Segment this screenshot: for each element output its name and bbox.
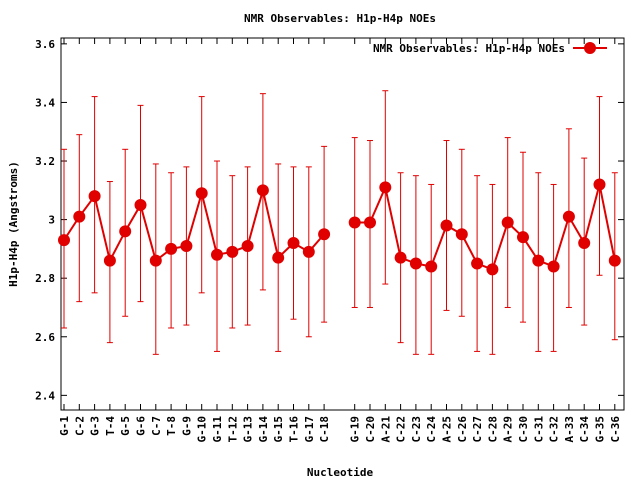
data-point <box>58 234 70 247</box>
y-tick-label: 3.2 <box>35 155 55 168</box>
x-tick-label: G-1 <box>58 416 71 436</box>
x-tick-label: G-3 <box>89 416 102 436</box>
data-point <box>149 254 162 267</box>
x-tick-label: G-14 <box>257 416 270 443</box>
data-point <box>73 210 86 223</box>
plot-frame <box>60 37 625 411</box>
x-tick-label: G-10 <box>196 416 209 443</box>
chart-title: NMR Observables: H1p-H4p NOEs <box>244 12 436 25</box>
x-tick-label: T-4 <box>104 416 117 436</box>
y-axis-label: H1p-H4p (Angstroms) <box>7 161 20 287</box>
data-point <box>425 260 438 273</box>
x-tick-label: G-17 <box>303 416 316 443</box>
x-tick-label: C-23 <box>410 416 423 443</box>
x-tick-label: C-18 <box>318 416 331 443</box>
legend-marker <box>584 42 596 54</box>
x-tick-label: C-22 <box>395 416 408 443</box>
legend: NMR Observables: H1p-H4p NOEs <box>373 42 607 55</box>
data-point <box>409 257 422 270</box>
data-point <box>348 216 361 229</box>
data-point <box>364 216 376 229</box>
data-point <box>608 254 621 267</box>
y-tick-label: 3.4 <box>35 96 55 109</box>
data-point <box>486 263 499 276</box>
data-point <box>119 225 132 238</box>
x-tick-label: C-28 <box>486 416 499 443</box>
data-point <box>165 242 178 255</box>
x-tick-label: C-2 <box>73 416 86 436</box>
data-point <box>88 190 101 203</box>
x-tick-label: A-25 <box>441 416 454 443</box>
data-point <box>471 257 484 270</box>
x-axis-ticks: G-1 C-2 G-3 T-4 G-5 G-6 C-7 T-8 G-9 G-10 G-11 T-12 G… <box>58 38 622 443</box>
y-tick-label: 2.4 <box>35 389 55 402</box>
x-tick-label: A-29 <box>502 416 515 443</box>
y-tick-label: 3 <box>48 214 55 227</box>
data-point <box>501 216 514 229</box>
data-point <box>256 184 269 197</box>
x-tick-label: G-35 <box>594 416 607 443</box>
x-axis-label: Nucleotide <box>307 466 374 479</box>
x-tick-label: C-34 <box>578 416 591 443</box>
data-point <box>211 248 223 261</box>
y-axis-ticks: 2.4 2.6 2.8 3 3.2 3.4 3.6 <box>35 38 624 402</box>
data-point <box>195 187 208 200</box>
x-tick-label: C-27 <box>471 416 484 443</box>
data-points <box>58 178 621 276</box>
x-tick-label: A-33 <box>563 416 576 443</box>
data-point <box>455 228 468 241</box>
series-line-segment <box>63 189 325 264</box>
x-tick-label: C-20 <box>364 416 377 443</box>
x-tick-label: T-8 <box>165 416 178 436</box>
data-point <box>379 181 392 194</box>
data-point <box>318 228 331 241</box>
x-tick-label: C-32 <box>548 416 561 443</box>
x-tick-label: G-13 <box>242 416 255 443</box>
legend-label: NMR Observables: H1p-H4p NOEs <box>373 42 565 55</box>
x-tick-label: C-24 <box>425 416 438 443</box>
y-tick-label: 3.6 <box>35 38 55 51</box>
data-point <box>593 178 606 191</box>
data-point <box>394 251 407 264</box>
data-point <box>134 198 147 211</box>
data-point <box>241 239 254 252</box>
data-point <box>226 245 239 258</box>
data-point <box>562 210 575 223</box>
x-tick-label: C-30 <box>517 416 530 443</box>
x-tick-label: C-7 <box>150 416 163 436</box>
data-point <box>547 260 560 273</box>
series-lines <box>63 184 616 271</box>
x-tick-label: A-21 <box>379 416 392 443</box>
x-tick-label: G-5 <box>119 416 132 436</box>
y-tick-label: 2.6 <box>35 331 55 344</box>
x-tick-label: T-12 <box>226 416 239 443</box>
data-point <box>302 245 315 258</box>
data-point <box>103 254 116 267</box>
series-line-segment <box>354 184 616 271</box>
data-point <box>532 254 545 267</box>
x-tick-label: C-26 <box>456 416 469 443</box>
x-tick-label: C-31 <box>532 416 545 443</box>
x-tick-label: G-15 <box>272 416 285 443</box>
x-tick-label: G-6 <box>135 416 148 436</box>
data-point <box>517 231 529 244</box>
data-point <box>440 219 453 232</box>
data-point <box>272 251 285 264</box>
x-tick-label: G-19 <box>349 416 362 443</box>
x-tick-label: C-36 <box>609 416 622 443</box>
data-point <box>180 239 193 252</box>
data-point <box>287 237 300 250</box>
x-tick-label: G-11 <box>211 416 224 443</box>
x-tick-label: G-9 <box>180 416 193 436</box>
data-point <box>578 237 591 250</box>
y-tick-label: 2.8 <box>35 272 55 285</box>
x-tick-label: T-16 <box>288 416 301 443</box>
